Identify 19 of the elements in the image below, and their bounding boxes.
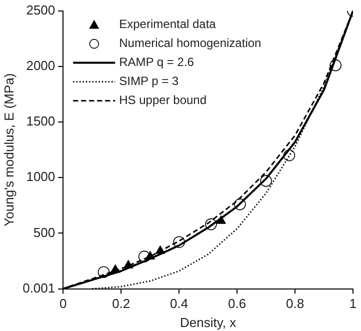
x-tick-label: 0.6 [228, 296, 246, 312]
y-tick-label: 0.001 [22, 280, 56, 296]
x-tick-label: 0.2 [112, 296, 130, 312]
x-tick-label: 0 [60, 296, 67, 312]
y-tick-label: 1000 [26, 169, 56, 184]
x-axis-title: Density, x [180, 314, 237, 330]
x-tick-label: 1 [349, 296, 357, 312]
x-tick-label: 0.4 [170, 296, 188, 312]
y-tick-label: 2500 [26, 2, 56, 18]
x-tick-label: 0.8 [286, 296, 304, 312]
y-tick-label: 2000 [26, 58, 56, 73]
y-axis-title: Young's modulus, E (MPa) [1, 73, 16, 226]
y-tick-label: 1500 [26, 114, 56, 129]
legend-label: RAMP q = 2.6 [119, 55, 194, 70]
legend-label: HS upper bound [119, 93, 207, 108]
legend-label: Numerical homogenization [119, 36, 262, 50]
legend-label: Experimental data [119, 17, 216, 32]
y-tick-label: 500 [33, 224, 56, 240]
legend-label: SIMP p = 3 [119, 74, 179, 88]
